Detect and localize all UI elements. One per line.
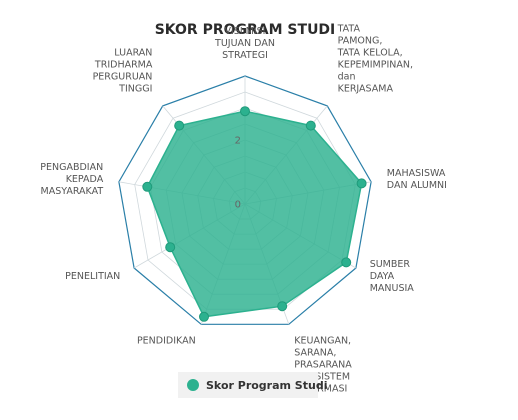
- data-point[interactable]: [305, 120, 316, 131]
- tick-label: 0: [235, 200, 241, 211]
- data-point[interactable]: [174, 120, 185, 131]
- axis-label: KEUANGAN, SARANA, PRASARANA dan SISTEM INFOR…: [294, 335, 352, 394]
- axis-label: PENDIDIKAN: [137, 335, 196, 346]
- axis-label: MAHASISWA DAN ALUMNI: [387, 168, 447, 191]
- data-point[interactable]: [277, 301, 288, 312]
- radar-outer-ring: [118, 75, 372, 325]
- chart-legend[interactable]: Skor Program Studi: [178, 372, 327, 398]
- axis-label: PENELITIAN: [65, 271, 120, 282]
- radar-tick-labels: 02: [235, 136, 241, 211]
- legend-label: Skor Program Studi: [206, 379, 327, 392]
- axis-label: VISI MISI TUJUAN DAN STRATEGI: [214, 26, 275, 61]
- radar-axis-labels: VISI MISI TUJUAN DAN STRATEGI TATA PAMONG, TA…: [40, 24, 447, 395]
- chart-title: SKOR PROGRAM STUDI: [155, 22, 336, 38]
- data-point[interactable]: [165, 242, 176, 253]
- legend-background: [178, 372, 318, 398]
- data-point[interactable]: [199, 311, 209, 322]
- data-point[interactable]: [341, 257, 352, 268]
- axis-label: PENGABDIAN KEPADA MASYARAKAT: [40, 162, 103, 197]
- axis-label: TATA PAMONG, TATA KELOLA, KEPEMIMPINAN, dan K…: [337, 24, 413, 95]
- tick-label: 2: [235, 136, 241, 147]
- data-point[interactable]: [142, 181, 153, 192]
- axis-label: SUMBER DAYA MANUSIA: [370, 259, 415, 294]
- data-point[interactable]: [356, 178, 367, 189]
- axis-label: LUARAN TRIDHARMA PERGURUAN TINGGI: [93, 48, 153, 95]
- data-point[interactable]: [240, 106, 250, 117]
- legend-swatch: [187, 379, 199, 391]
- series-area: [146, 110, 363, 318]
- radar-series: [142, 106, 367, 322]
